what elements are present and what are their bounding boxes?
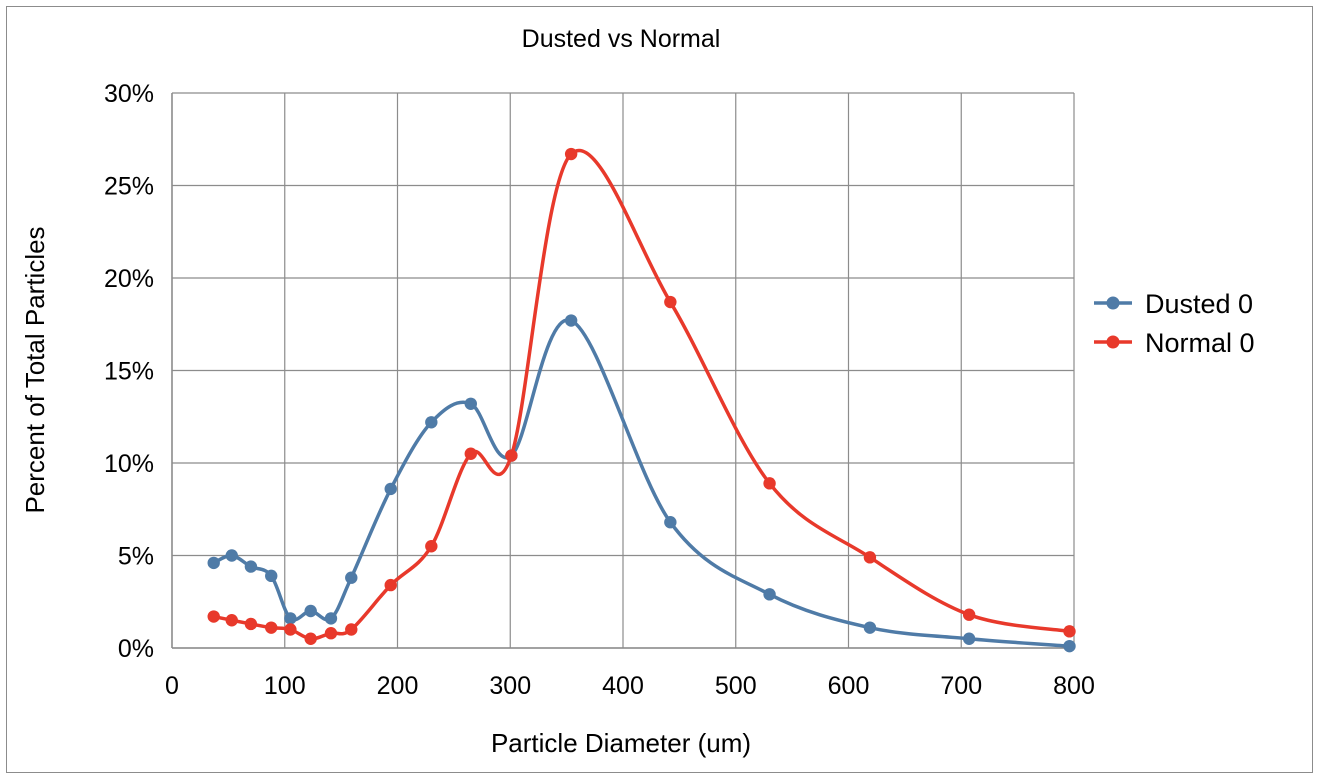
data-point-0-8 — [384, 482, 397, 496]
y-tick-label: 5% — [118, 543, 154, 571]
data-point-0-17 — [1063, 639, 1076, 653]
data-point-1-15 — [863, 551, 877, 564]
data-point-0-0 — [207, 556, 220, 570]
y-axis-label: Percent of Total Particles — [20, 226, 50, 513]
y-tick-label: 15% — [104, 358, 154, 386]
legend: Dusted 0 Normal 0 — [1094, 289, 1255, 358]
x-axis-label: Particle Diameter (um) — [491, 728, 751, 758]
series-0 — [207, 314, 1076, 653]
x-tick-label: 0 — [165, 672, 179, 700]
data-point-0-12 — [564, 314, 578, 327]
data-point-1-7 — [345, 623, 358, 636]
data-point-0-3 — [265, 569, 278, 583]
x-tick-label: 500 — [715, 672, 757, 700]
x-tick-label: 400 — [602, 672, 644, 700]
chart-title: Dusted vs Normal — [522, 25, 721, 53]
legend-label-1: Normal 0 — [1145, 328, 1255, 358]
data-point-1-13 — [664, 295, 677, 309]
y-tick-label: 0% — [118, 635, 154, 663]
data-point-0-10 — [464, 397, 477, 410]
chart-frame — [6, 6, 1313, 773]
grid — [171, 92, 1075, 649]
x-tick-label: 300 — [489, 672, 531, 700]
data-point-1-0 — [207, 610, 220, 623]
data-point-1-4 — [284, 623, 297, 636]
x-tick-label: 600 — [828, 672, 870, 700]
data-point-0-9 — [425, 416, 438, 429]
y-axis-ticks: 0% 5% 10% 15% 20% 25% 30% — [104, 80, 154, 663]
series-line-0 — [212, 318, 1070, 648]
series-1 — [207, 147, 1076, 645]
data-point-0-7 — [345, 571, 358, 584]
data-point-1-3 — [265, 621, 278, 634]
data-point-0-6 — [324, 612, 338, 625]
data-point-1-9 — [425, 540, 438, 553]
series-line-1 — [213, 149, 1070, 641]
data-point-1-6 — [324, 627, 338, 640]
x-tick-label: 100 — [264, 672, 306, 700]
data-point-0-14 — [763, 588, 776, 601]
x-tick-label: 200 — [377, 672, 419, 700]
data-point-1-11 — [505, 449, 518, 462]
data-point-0-1 — [225, 549, 238, 562]
data-point-1-2 — [244, 617, 258, 631]
data-point-0-4 — [284, 612, 297, 625]
legend-marker-0 — [1106, 296, 1120, 310]
series-layer — [207, 147, 1076, 653]
data-point-1-8 — [384, 578, 397, 592]
data-point-1-17 — [1063, 625, 1076, 638]
x-tick-label: 700 — [940, 672, 982, 700]
data-point-1-14 — [763, 477, 776, 490]
data-point-0-5 — [304, 604, 317, 618]
legend-marker-1 — [1106, 335, 1120, 349]
data-point-1-12 — [564, 147, 578, 161]
data-point-0-16 — [962, 632, 976, 645]
data-point-1-5 — [304, 632, 317, 645]
y-tick-label: 25% — [104, 173, 154, 201]
legend-label-0: Dusted 0 — [1145, 289, 1253, 319]
data-point-0-2 — [244, 560, 258, 573]
x-tick-label: 800 — [1053, 672, 1095, 700]
data-point-0-13 — [664, 516, 677, 529]
data-point-0-15 — [863, 621, 877, 634]
y-tick-label: 20% — [104, 265, 154, 293]
data-point-1-1 — [225, 614, 238, 627]
x-axis-ticks: 0 100 200 300 400 500 600 700 800 — [165, 672, 1095, 700]
y-tick-label: 30% — [104, 80, 154, 108]
data-point-1-10 — [464, 447, 477, 460]
data-point-1-16 — [962, 608, 976, 621]
y-tick-label: 10% — [104, 450, 154, 478]
